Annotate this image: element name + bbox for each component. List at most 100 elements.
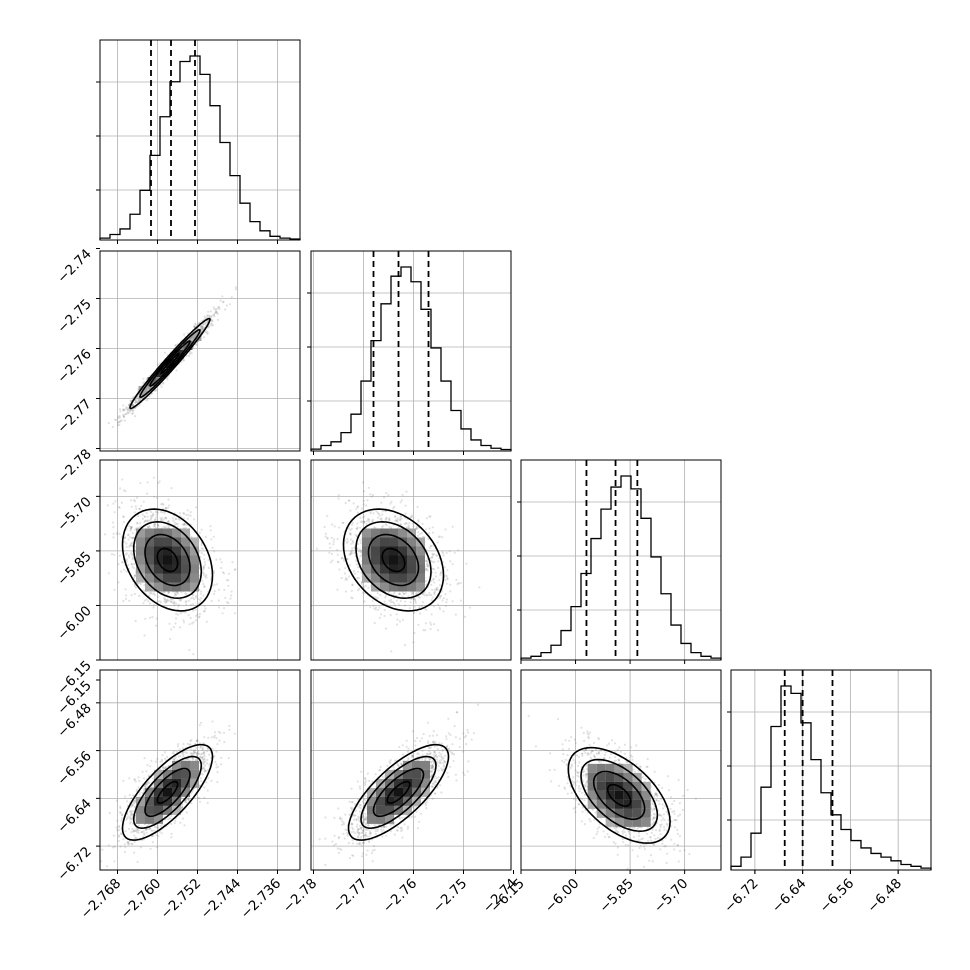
sample-dot [149, 386, 152, 389]
sample-dot [431, 561, 434, 564]
sample-dot [394, 514, 397, 518]
sample-dot [138, 507, 141, 510]
sample-dot [449, 590, 452, 593]
sample-dot [424, 580, 427, 583]
sample-dot [442, 554, 445, 557]
sample-dot [363, 520, 366, 523]
sample-dot [203, 315, 206, 318]
sample-dot [187, 599, 190, 602]
sample-dot [348, 564, 351, 567]
sample-dot [117, 421, 120, 424]
sample-dot [223, 588, 226, 592]
sample-dot [148, 395, 151, 398]
density-cells [138, 332, 202, 395]
sample-dot [127, 554, 130, 557]
sample-dot [173, 594, 176, 598]
sample-dot [127, 563, 130, 567]
sample-dot [149, 510, 152, 514]
sample-dot [372, 604, 375, 607]
sample-dot [131, 396, 135, 399]
sample-dot [209, 315, 213, 319]
sample-dot [378, 616, 381, 620]
sample-dot [183, 523, 186, 526]
sample-dot [348, 575, 351, 578]
sample-dot [130, 552, 133, 555]
sample-dot [133, 574, 136, 577]
sample-dot [157, 595, 160, 598]
sample-dot [213, 313, 216, 316]
sample-dot [430, 579, 433, 583]
sample-dot [362, 503, 365, 506]
sample-dot [373, 526, 376, 529]
sample-dot [113, 553, 116, 556]
sample-dot [159, 518, 162, 522]
sample-dot [439, 608, 442, 611]
sample-dot [162, 382, 165, 385]
sample-dot [117, 415, 120, 418]
sample-dot [154, 510, 158, 513]
sample-dot [404, 644, 407, 647]
sample-dot [201, 328, 204, 331]
sample-dot [429, 544, 432, 548]
sample-dot [195, 619, 198, 622]
sample-dot [201, 326, 204, 329]
sample-dot [116, 819, 119, 822]
sample-dot [143, 381, 146, 384]
sample-dot [429, 628, 432, 631]
density-cell [190, 555, 199, 565]
sample-dot [355, 508, 358, 511]
sample-dot [437, 603, 440, 606]
sample-dot [432, 531, 435, 534]
sample-dot [107, 572, 110, 575]
sample-dot [119, 487, 122, 490]
sample-dot [131, 532, 134, 535]
sample-dot [230, 590, 233, 593]
sample-dot [428, 546, 431, 550]
sample-dot [184, 600, 187, 603]
sample-dot [200, 325, 203, 328]
sample-dot [161, 502, 164, 505]
sample-dot [217, 306, 221, 309]
sample-dot [220, 561, 223, 564]
sample-dot [108, 811, 111, 815]
sample-dot [172, 602, 175, 605]
sample-dot [210, 599, 213, 603]
sample-dot [361, 481, 365, 484]
sample-dot [433, 581, 436, 584]
sample-dot [130, 505, 133, 508]
sample-dot [221, 612, 224, 615]
sample-dot [145, 598, 148, 601]
sample-dot [193, 325, 196, 328]
sample-dot [366, 499, 369, 502]
sample-dot [126, 412, 129, 415]
sample-dot [187, 614, 190, 617]
sample-dot [434, 575, 437, 578]
sample-dot [129, 409, 132, 412]
sample-dot [174, 593, 177, 596]
sample-dot [352, 570, 355, 573]
sample-dot [134, 415, 137, 418]
sample-dot [441, 536, 444, 539]
density-cell [163, 555, 172, 565]
sample-dot [328, 542, 331, 545]
sample-dot [187, 513, 190, 516]
sample-dot [398, 620, 402, 623]
sample-dot [395, 599, 398, 602]
sample-dot [194, 323, 197, 326]
sample-dot [209, 323, 212, 326]
sample-dot [214, 311, 217, 314]
sample-dot [379, 593, 382, 597]
sample-dot [120, 419, 123, 422]
sample-dot [215, 311, 219, 314]
sample-dot [122, 489, 125, 492]
sample-dot [136, 521, 139, 525]
sample-dot [206, 331, 209, 334]
sample-dot [168, 504, 171, 507]
sample-dot [219, 299, 222, 302]
sample-dot [378, 606, 381, 609]
sample-dot [383, 614, 386, 618]
sample-dot [405, 490, 408, 493]
sample-dot [200, 528, 203, 531]
sample-dot [420, 605, 424, 608]
sample-dot [430, 583, 433, 586]
